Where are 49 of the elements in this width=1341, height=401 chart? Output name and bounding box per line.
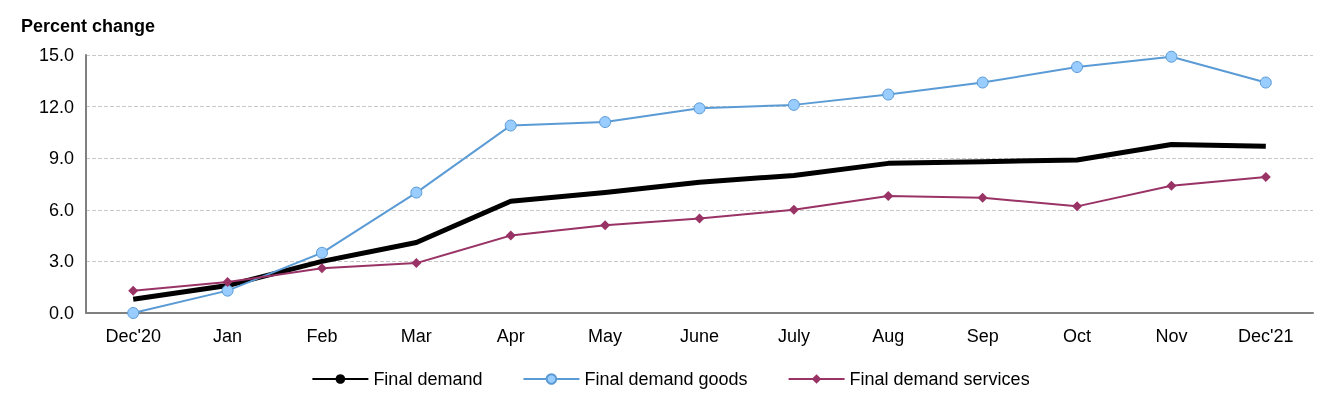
x-tick-label: Aug [872,326,905,346]
x-tick-label: Jan [213,326,243,346]
legend-label: Final demand goods [584,369,748,389]
point [977,192,988,203]
x-tick-label: Dec'20 [105,326,161,346]
point [411,258,422,269]
legend-label: Final demand services [849,369,1030,389]
y-tick-label: 9.0 [48,148,74,169]
point [600,220,611,231]
y-tick-label: 0.0 [48,303,74,323]
y-tick-label: 3.0 [48,251,74,272]
point [128,285,139,296]
x-tick-label: Sep [966,326,999,346]
point [694,213,705,224]
y-tick-label: 6.0 [48,199,74,220]
point [1166,180,1177,191]
legend-label: Final demand [373,369,483,389]
x-tick-label: Feb [306,326,338,346]
x-tick-label: Dec'21 [1238,326,1294,346]
x-tick-label: Mar [400,326,432,346]
point [976,76,989,89]
point [316,263,327,274]
x-tick-label: Apr [496,326,525,346]
point [127,307,140,319]
point [882,88,895,101]
point [410,186,423,199]
x-tick-label: July [777,326,810,346]
point [1260,172,1271,183]
point [693,102,706,115]
y-tick-label: 15.0 [38,45,74,65]
x-tick-label: June [679,326,720,346]
x-tick-label: Nov [1155,326,1188,346]
point [505,230,516,241]
point [315,246,328,259]
point [787,98,800,111]
point [504,119,517,132]
point [1259,76,1272,89]
x-tick-label: May [588,326,623,346]
x-tick-label: Oct [1063,326,1092,346]
y-axis-title: Percent change [21,16,156,36]
point [1071,61,1084,74]
point [1072,201,1083,212]
point [1165,50,1178,63]
y-tick-label: 12.0 [38,96,74,117]
point [222,277,233,288]
point [883,191,894,202]
point [788,204,799,215]
point [599,116,612,129]
point [221,284,234,297]
